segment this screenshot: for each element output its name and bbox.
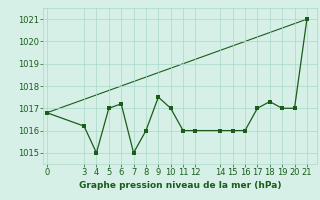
X-axis label: Graphe pression niveau de la mer (hPa): Graphe pression niveau de la mer (hPa) (79, 181, 281, 190)
